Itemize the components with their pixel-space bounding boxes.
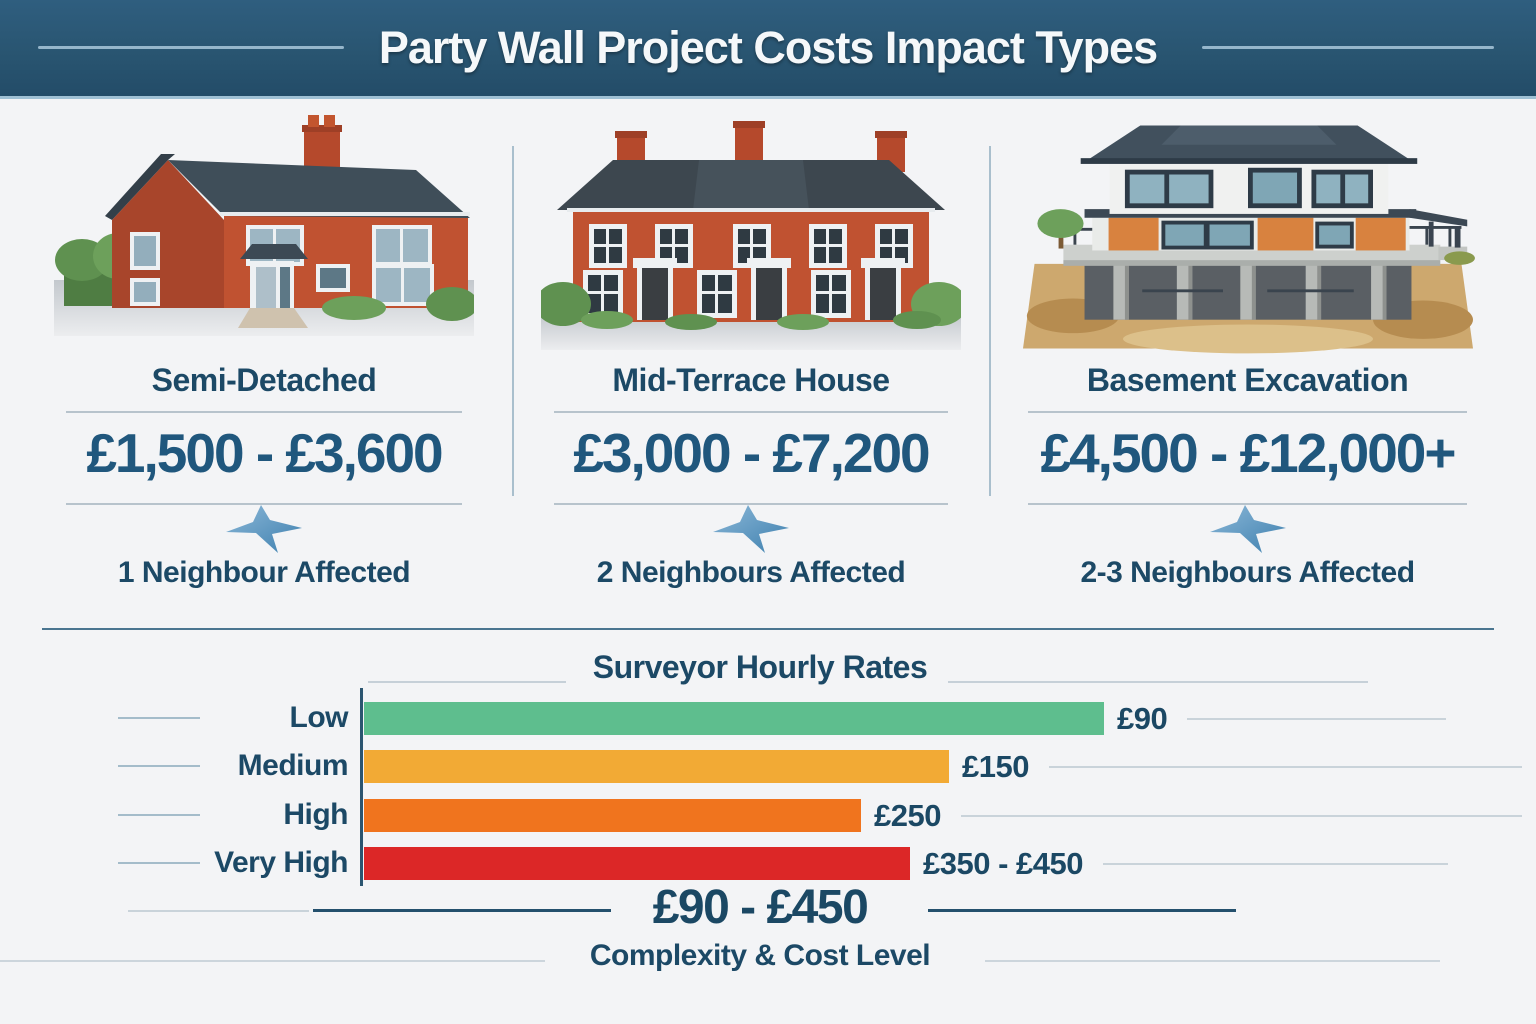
bar-value-label: £350 - £450 bbox=[923, 845, 1083, 881]
basement-excavation-illustration bbox=[1022, 125, 1475, 354]
property-impact: 1 Neighbour Affected bbox=[117, 556, 411, 589]
chart-title: Surveyor Hourly Rates bbox=[592, 649, 928, 685]
range-line-left bbox=[313, 909, 611, 912]
chart-x-axis-label: Complexity & Cost Level bbox=[589, 939, 931, 972]
chart-bar-row-low: £90 bbox=[364, 700, 1446, 736]
chart-category-label-high: High bbox=[283, 798, 348, 831]
bar-tail-line bbox=[1187, 717, 1446, 720]
property-title: Semi-Detached bbox=[151, 362, 377, 398]
category-tick-line bbox=[118, 862, 200, 864]
title-underline bbox=[66, 411, 462, 413]
chart-bar-high bbox=[364, 799, 861, 832]
cost-underline bbox=[554, 503, 948, 505]
page-title: Party Wall Project Costs Impact Types bbox=[378, 22, 1158, 73]
chart-bar-row-medium: £150 bbox=[364, 748, 1522, 784]
cost-underline bbox=[1028, 503, 1467, 505]
chart-category-label-low: Low bbox=[289, 701, 349, 734]
chart-bar-row-very-high: £350 - £450 bbox=[364, 845, 1448, 881]
section-divider bbox=[42, 628, 1494, 630]
title-underline bbox=[1028, 411, 1467, 413]
column-divider bbox=[512, 146, 514, 496]
overall-range-label: £90 - £450 bbox=[652, 881, 869, 934]
property-cost-range: £4,500 - £12,000+ bbox=[1040, 422, 1456, 484]
title-decoration-line-left bbox=[38, 46, 344, 49]
cost-underline bbox=[66, 503, 462, 505]
category-tick-line bbox=[118, 814, 200, 816]
property-impact: 2 Neighbours Affected bbox=[596, 556, 906, 589]
property-title: Basement Excavation bbox=[1086, 362, 1409, 398]
chart-bar-medium bbox=[364, 750, 949, 783]
property-cost-range: £1,500 - £3,600 bbox=[86, 422, 443, 484]
property-impact: 2-3 Neighbours Affected bbox=[1080, 556, 1415, 589]
chart-bar-very-high bbox=[364, 847, 910, 880]
bar-value-label: £90 bbox=[1117, 700, 1168, 736]
property-cost-range: £3,000 - £7,200 bbox=[573, 422, 930, 484]
bar-value-label: £150 bbox=[962, 748, 1029, 784]
arrow-down-icon bbox=[713, 505, 789, 553]
bar-tail-line bbox=[1048, 765, 1522, 768]
mid-terrace-house-illustration bbox=[541, 121, 961, 350]
axis-label-line-right bbox=[985, 960, 1440, 962]
chart-title-line-right bbox=[948, 681, 1368, 683]
chart-y-axis bbox=[360, 688, 363, 886]
bar-value-label: £250 bbox=[874, 797, 941, 833]
arrow-down-icon bbox=[1209, 505, 1286, 553]
range-line-right bbox=[928, 909, 1236, 912]
chart-bar-row-high: £250 bbox=[364, 797, 1522, 833]
property-title: Mid-Terrace House bbox=[612, 362, 890, 398]
property-card-semi-detached: Semi-Detached £1,500 - £3,600 1 Neighbou… bbox=[28, 104, 500, 604]
bar-tail-line bbox=[960, 814, 1522, 817]
chart-category-label-very-high: Very High bbox=[214, 846, 348, 879]
semi-detached-house-illustration bbox=[54, 115, 474, 336]
chart-category-label-medium: Medium bbox=[237, 749, 349, 782]
chart-title-line-left bbox=[368, 681, 566, 683]
title-underline bbox=[554, 411, 948, 413]
property-card-basement-excavation: Basement Excavation £4,500 - £12,000+ 2-… bbox=[990, 104, 1505, 604]
property-card-mid-terrace: Mid-Terrace House £3,000 - £7,200 2 Neig… bbox=[516, 104, 986, 604]
title-decoration-line-right bbox=[1202, 46, 1494, 49]
arrow-down-icon bbox=[226, 505, 302, 553]
column-divider bbox=[989, 146, 991, 496]
category-tick-line bbox=[118, 765, 200, 767]
bar-tail-line bbox=[1102, 862, 1448, 865]
axis-label-line-left bbox=[0, 960, 545, 962]
range-line-light-left bbox=[128, 910, 309, 912]
chart-bar-low bbox=[364, 702, 1104, 735]
category-tick-line bbox=[118, 717, 200, 719]
header-banner: Party Wall Project Costs Impact Types bbox=[0, 0, 1536, 99]
